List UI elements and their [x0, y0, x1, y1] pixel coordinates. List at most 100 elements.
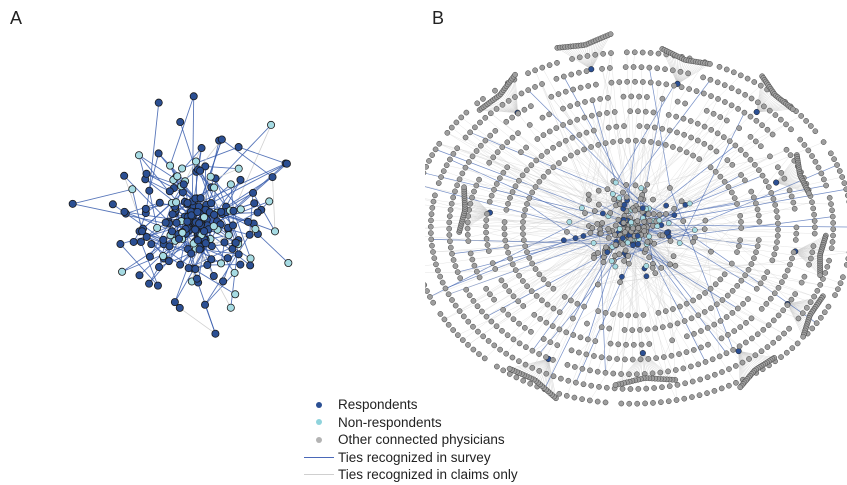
respondent-node [639, 205, 646, 211]
other-physician-node [677, 68, 684, 75]
other-physician-node [627, 108, 634, 115]
respondent-node [153, 281, 162, 290]
other-physician-node [473, 148, 480, 154]
claims-tie [514, 358, 549, 372]
other-physician-node [520, 231, 526, 237]
other-physician-node [464, 231, 471, 238]
other-physician-node [576, 349, 582, 356]
other-physician-node [621, 258, 628, 264]
other-physician-node [595, 142, 602, 148]
other-physician-node [759, 122, 765, 129]
other-physician-node [562, 137, 569, 144]
other-physician-node [553, 75, 560, 82]
respondent-node [210, 210, 219, 219]
survey-tie [210, 163, 288, 204]
other-physician-node [637, 356, 644, 363]
respondent-node [201, 300, 210, 309]
other-physician-node [666, 127, 673, 134]
other-physician-node [613, 123, 620, 130]
other-physician-node [622, 356, 628, 363]
claims-tie [643, 141, 667, 215]
other-physician-node [483, 217, 490, 223]
other-physician-node [553, 125, 560, 131]
other-physician-node [481, 355, 488, 362]
other-physician-node [649, 264, 656, 271]
other-physician-node [487, 110, 494, 117]
other-physician-node [572, 364, 578, 370]
other-physician-node [731, 195, 738, 201]
other-physician-node [493, 106, 500, 112]
node-layer [425, 31, 847, 407]
claims-tie [681, 201, 803, 314]
other-physician-node [543, 319, 550, 326]
other-physician-node [486, 198, 493, 205]
other-physician-node [760, 326, 767, 333]
other-physician-node [561, 294, 568, 300]
other-physician-node [527, 380, 534, 387]
other-physician-node [550, 144, 556, 151]
other-physician-node [747, 113, 754, 120]
other-physician-node [707, 76, 714, 83]
other-physician-node [752, 352, 759, 359]
claims-tie [545, 218, 624, 358]
other-physician-node [641, 218, 648, 225]
other-physician-node [730, 69, 737, 76]
other-physician-node [444, 129, 451, 136]
other-physician-node [659, 324, 666, 330]
other-physician-node [427, 223, 434, 230]
other-physician-node [696, 392, 703, 399]
claims-tie [756, 104, 788, 113]
other-physician-node [563, 329, 570, 336]
other-physician-node [497, 346, 503, 353]
other-physician-node [764, 344, 771, 350]
legend-label: Other connected physicians [338, 432, 505, 448]
claims-tie [511, 358, 549, 371]
other-physician-node [647, 50, 654, 56]
claims-tie [470, 233, 600, 254]
other-physician-node [812, 128, 819, 135]
non-respondent-node [638, 185, 645, 191]
claims-tie [677, 62, 706, 85]
other-physician-node [753, 249, 759, 256]
other-physician-node [656, 211, 663, 218]
other-physician-node [625, 137, 632, 144]
survey-tie [644, 219, 757, 290]
other-physician-node [805, 147, 812, 154]
claims-tie [575, 231, 631, 383]
other-physician-node [568, 71, 575, 78]
other-physician-node [449, 250, 455, 257]
other-physician-node [579, 396, 585, 402]
other-physician-node [632, 78, 638, 85]
other-physician-node [521, 106, 528, 113]
other-physician-node [433, 261, 439, 268]
other-physician-node [783, 349, 790, 356]
non-respondent-node [224, 231, 233, 240]
survey-tie [225, 179, 241, 207]
other-physician-node [577, 84, 584, 91]
non-respondent-node [128, 185, 137, 194]
other-physician-node [467, 200, 474, 207]
other-physician-node [723, 66, 730, 73]
other-physician-node [781, 330, 787, 337]
other-physician-node [729, 287, 736, 294]
other-physician-node [573, 379, 579, 386]
other-physician-node [765, 184, 772, 190]
other-physician-node [463, 109, 470, 116]
other-physician-node [688, 134, 694, 141]
other-physician-node [757, 280, 764, 287]
claims-tie [592, 100, 625, 233]
other-physician-node [829, 207, 835, 214]
non-respondent-node [118, 267, 127, 276]
claims-tie [648, 213, 841, 284]
other-physician-node [774, 214, 781, 221]
other-physician-node [630, 225, 636, 232]
other-physician-node [660, 354, 667, 360]
claims-tie [787, 303, 816, 308]
other-physician-node [665, 112, 672, 118]
respondent-node [147, 240, 156, 249]
respondent-node [196, 166, 205, 175]
other-physician-node [622, 247, 629, 254]
other-physician-node [596, 383, 602, 390]
other-physician-node [610, 139, 616, 145]
other-physician-node [794, 340, 801, 347]
